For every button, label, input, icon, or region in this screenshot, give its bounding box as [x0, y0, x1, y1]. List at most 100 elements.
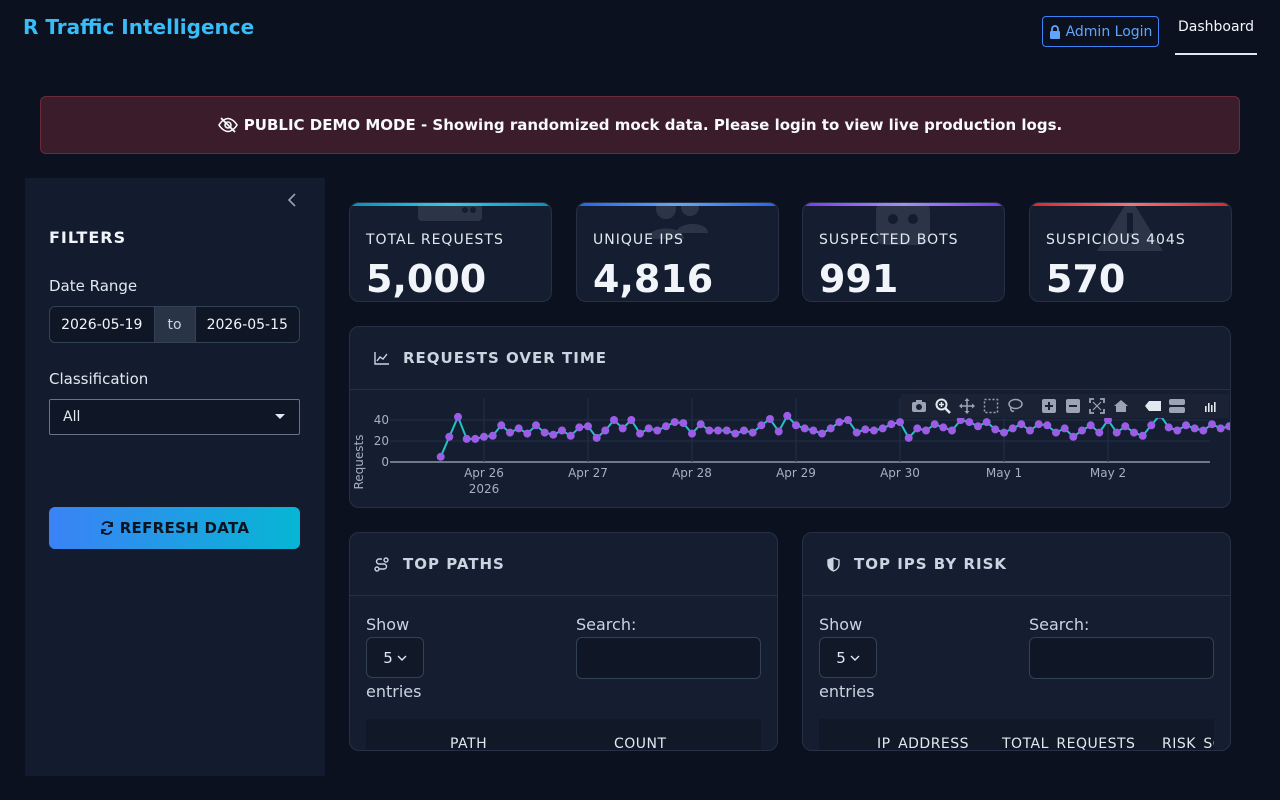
data-point[interactable] — [497, 421, 506, 430]
data-point[interactable] — [523, 429, 532, 438]
data-point[interactable] — [514, 424, 523, 433]
data-point[interactable] — [965, 418, 974, 427]
data-point[interactable] — [584, 422, 592, 431]
data-point[interactable] — [540, 428, 549, 437]
data-point[interactable] — [644, 424, 653, 433]
data-point[interactable] — [1060, 424, 1069, 433]
data-point[interactable] — [887, 420, 896, 429]
date-to-input[interactable]: 2026-05-15 — [194, 306, 300, 343]
data-point[interactable] — [974, 422, 982, 431]
data-point[interactable] — [878, 424, 887, 433]
data-point[interactable] — [844, 416, 852, 424]
data-point[interactable] — [748, 428, 757, 437]
zoom-icon[interactable] — [933, 396, 953, 416]
data-point[interactable] — [982, 418, 991, 427]
compare-hover-icon[interactable] — [1167, 396, 1187, 416]
data-point[interactable] — [731, 429, 740, 438]
data-point[interactable] — [532, 421, 540, 430]
data-point[interactable] — [904, 433, 913, 442]
data-point[interactable] — [670, 418, 679, 427]
data-point[interactable] — [462, 434, 471, 443]
data-point[interactable] — [1034, 420, 1043, 429]
data-point[interactable] — [809, 426, 818, 435]
data-point[interactable] — [488, 431, 497, 440]
data-point[interactable] — [436, 452, 445, 461]
data-point[interactable] — [705, 426, 714, 435]
nav-dashboard-link[interactable]: Dashboard — [1175, 0, 1257, 55]
entries-length-select[interactable]: 5 — [366, 637, 424, 678]
data-point[interactable] — [592, 433, 601, 442]
data-point[interactable] — [1078, 426, 1086, 435]
data-point[interactable] — [1026, 426, 1034, 435]
camera-icon[interactable] — [909, 396, 929, 416]
data-point[interactable] — [1208, 420, 1216, 429]
data-point[interactable] — [1095, 428, 1104, 437]
zoom-out-icon[interactable] — [1063, 396, 1083, 416]
data-point[interactable] — [1017, 420, 1026, 429]
data-point[interactable] — [722, 426, 731, 435]
data-point[interactable] — [948, 426, 956, 435]
column-header-risk-score[interactable]: RISK_SCO — [1162, 736, 1214, 751]
data-point[interactable] — [1130, 428, 1138, 437]
data-point[interactable] — [1199, 426, 1208, 435]
data-point[interactable] — [549, 430, 558, 439]
data-point[interactable] — [818, 429, 826, 438]
data-point[interactable] — [1164, 423, 1173, 432]
column-header-count[interactable]: COUNT — [614, 736, 667, 751]
data-point[interactable] — [913, 424, 922, 433]
data-point[interactable] — [1052, 428, 1060, 437]
data-point[interactable] — [774, 427, 783, 436]
data-point[interactable] — [1008, 424, 1017, 433]
data-point[interactable] — [1000, 428, 1008, 437]
box-select-icon[interactable] — [981, 396, 1001, 416]
data-point[interactable] — [783, 411, 792, 420]
data-point[interactable] — [714, 426, 722, 435]
requests-chart[interactable]: 0 20 40 Apr 26 Apr 27 Apr 28 Apr 29 Apr 30 May 1… — [350, 390, 1230, 508]
data-point[interactable] — [445, 432, 454, 441]
data-point[interactable] — [991, 425, 1000, 434]
data-point[interactable] — [679, 419, 688, 428]
data-point[interactable] — [575, 423, 584, 432]
zoom-in-icon[interactable] — [1039, 396, 1059, 416]
data-point[interactable] — [1086, 421, 1095, 430]
data-point[interactable] — [766, 415, 774, 423]
data-point[interactable] — [662, 422, 670, 431]
data-point[interactable] — [480, 432, 488, 441]
data-point[interactable] — [558, 426, 566, 435]
data-point[interactable] — [636, 429, 644, 438]
data-point[interactable] — [852, 428, 861, 437]
classification-select[interactable]: All — [49, 399, 300, 435]
data-point[interactable] — [627, 416, 636, 424]
data-point[interactable] — [896, 418, 904, 427]
data-point[interactable] — [454, 412, 462, 421]
data-point[interactable] — [1069, 432, 1078, 441]
search-input[interactable] — [1029, 637, 1214, 679]
data-point[interactable] — [1147, 421, 1156, 430]
data-point[interactable] — [653, 426, 662, 435]
data-point[interactable] — [861, 425, 870, 434]
column-header-total-requests[interactable]: TOTAL_REQUESTS — [1002, 736, 1136, 751]
spike-lines-icon[interactable] — [1143, 396, 1163, 416]
column-header-ip-address[interactable]: IP_ADDRESS — [877, 736, 970, 751]
data-point[interactable] — [1112, 428, 1121, 437]
pan-icon[interactable] — [957, 396, 977, 416]
autoscale-icon[interactable] — [1087, 396, 1107, 416]
data-point[interactable] — [1225, 422, 1230, 431]
data-point[interactable] — [1043, 421, 1052, 430]
data-point[interactable] — [471, 434, 480, 443]
data-point[interactable] — [1190, 424, 1199, 433]
data-point[interactable] — [610, 416, 618, 424]
data-point[interactable] — [757, 421, 766, 430]
data-point[interactable] — [800, 424, 809, 433]
admin-login-button[interactable]: Admin Login — [1042, 16, 1159, 47]
data-point[interactable] — [601, 426, 610, 435]
data-point[interactable] — [930, 420, 939, 429]
reset-axes-icon[interactable] — [1111, 396, 1131, 416]
data-point[interactable] — [956, 416, 965, 424]
date-from-input[interactable]: 2026-05-19 — [49, 306, 155, 343]
data-point[interactable] — [566, 431, 575, 440]
data-point[interactable] — [506, 428, 514, 437]
refresh-data-button[interactable]: REFRESH DATA — [49, 507, 300, 549]
data-point[interactable] — [740, 426, 748, 435]
collapse-sidebar-icon[interactable] — [287, 192, 297, 211]
